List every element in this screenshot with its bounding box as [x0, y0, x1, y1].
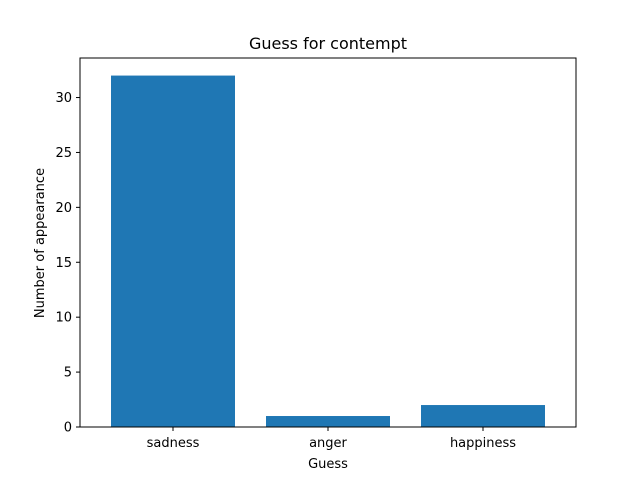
y-tick-label-15: 15	[55, 256, 72, 271]
chart-title: Guess for contempt	[249, 34, 407, 53]
bar-happiness	[421, 405, 545, 427]
y-tick-label-30: 30	[55, 91, 72, 106]
y-tick-label-10: 10	[55, 311, 72, 326]
x-axis-label: Guess	[308, 457, 348, 472]
bar-sadness	[111, 75, 235, 427]
x-tick-label-sadness: sadness	[147, 436, 200, 451]
y-tick-label-5: 5	[64, 366, 72, 381]
bar-anger	[266, 416, 390, 427]
axes: sadness anger happiness 0 5 10 15 20 25 30	[55, 57, 577, 451]
x-tick-label-happiness: happiness	[450, 436, 516, 451]
y-tick-label-0: 0	[64, 421, 72, 436]
plot-area	[111, 75, 545, 427]
x-tick-label-anger: anger	[309, 436, 347, 451]
y-tick-label-25: 25	[55, 146, 72, 161]
y-tick-label-20: 20	[55, 201, 72, 216]
y-axis-label: Number of appearance	[33, 168, 48, 318]
